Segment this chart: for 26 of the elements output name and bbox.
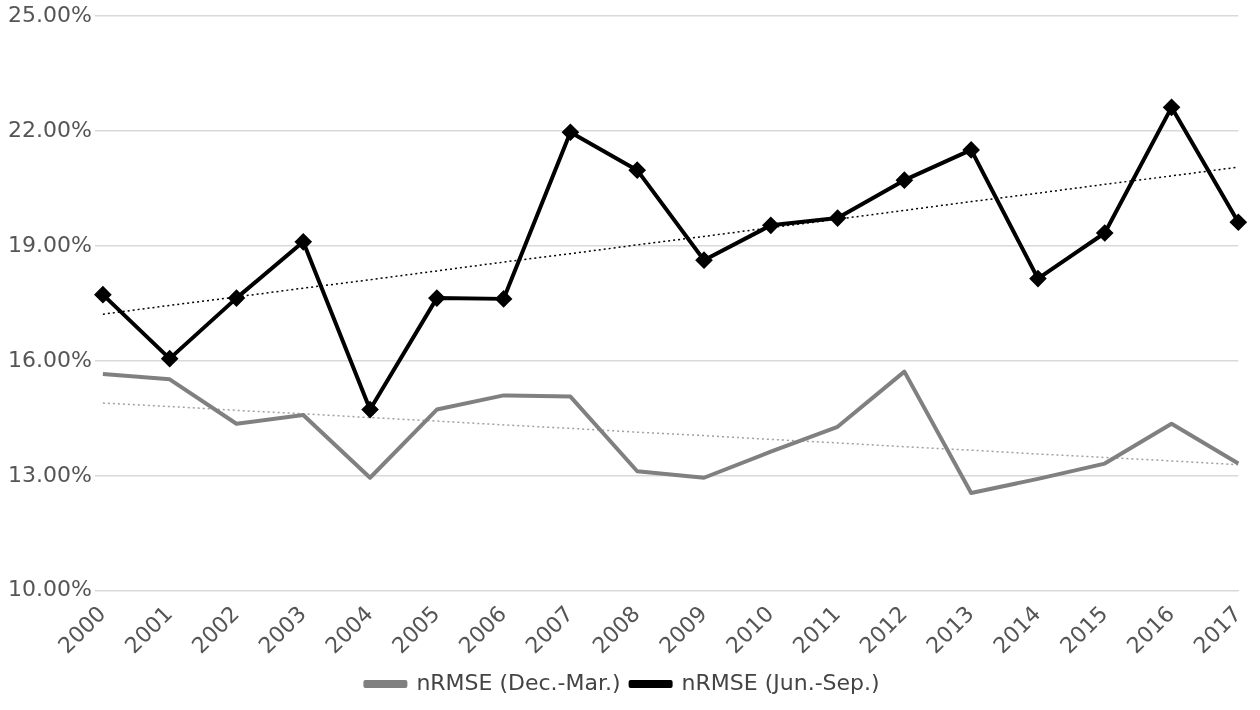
legend-label: nRMSE (Jun.-Sep.) [681, 669, 880, 695]
point [94, 286, 111, 303]
y-tick-label: 13.00% [8, 461, 92, 487]
y-tick-label: 22.00% [8, 116, 92, 142]
point [1029, 270, 1046, 287]
y-tick-label: 19.00% [8, 231, 92, 257]
point [295, 233, 312, 250]
point [762, 217, 779, 234]
point [428, 290, 445, 307]
point [963, 141, 980, 158]
point [1163, 99, 1180, 116]
point [629, 162, 646, 179]
point [1096, 224, 1113, 241]
point [362, 401, 379, 418]
point [495, 290, 512, 307]
legend-label: nRMSE (Dec.-Mar.) [416, 669, 621, 695]
point [896, 172, 913, 189]
point [829, 210, 846, 227]
point [161, 350, 178, 367]
point [228, 290, 245, 307]
y-tick-label: 25.00% [8, 1, 92, 27]
point [1230, 214, 1247, 231]
y-tick-label: 10.00% [8, 576, 92, 602]
point [562, 124, 579, 141]
point [696, 252, 713, 269]
y-tick-label: 16.00% [8, 346, 92, 372]
